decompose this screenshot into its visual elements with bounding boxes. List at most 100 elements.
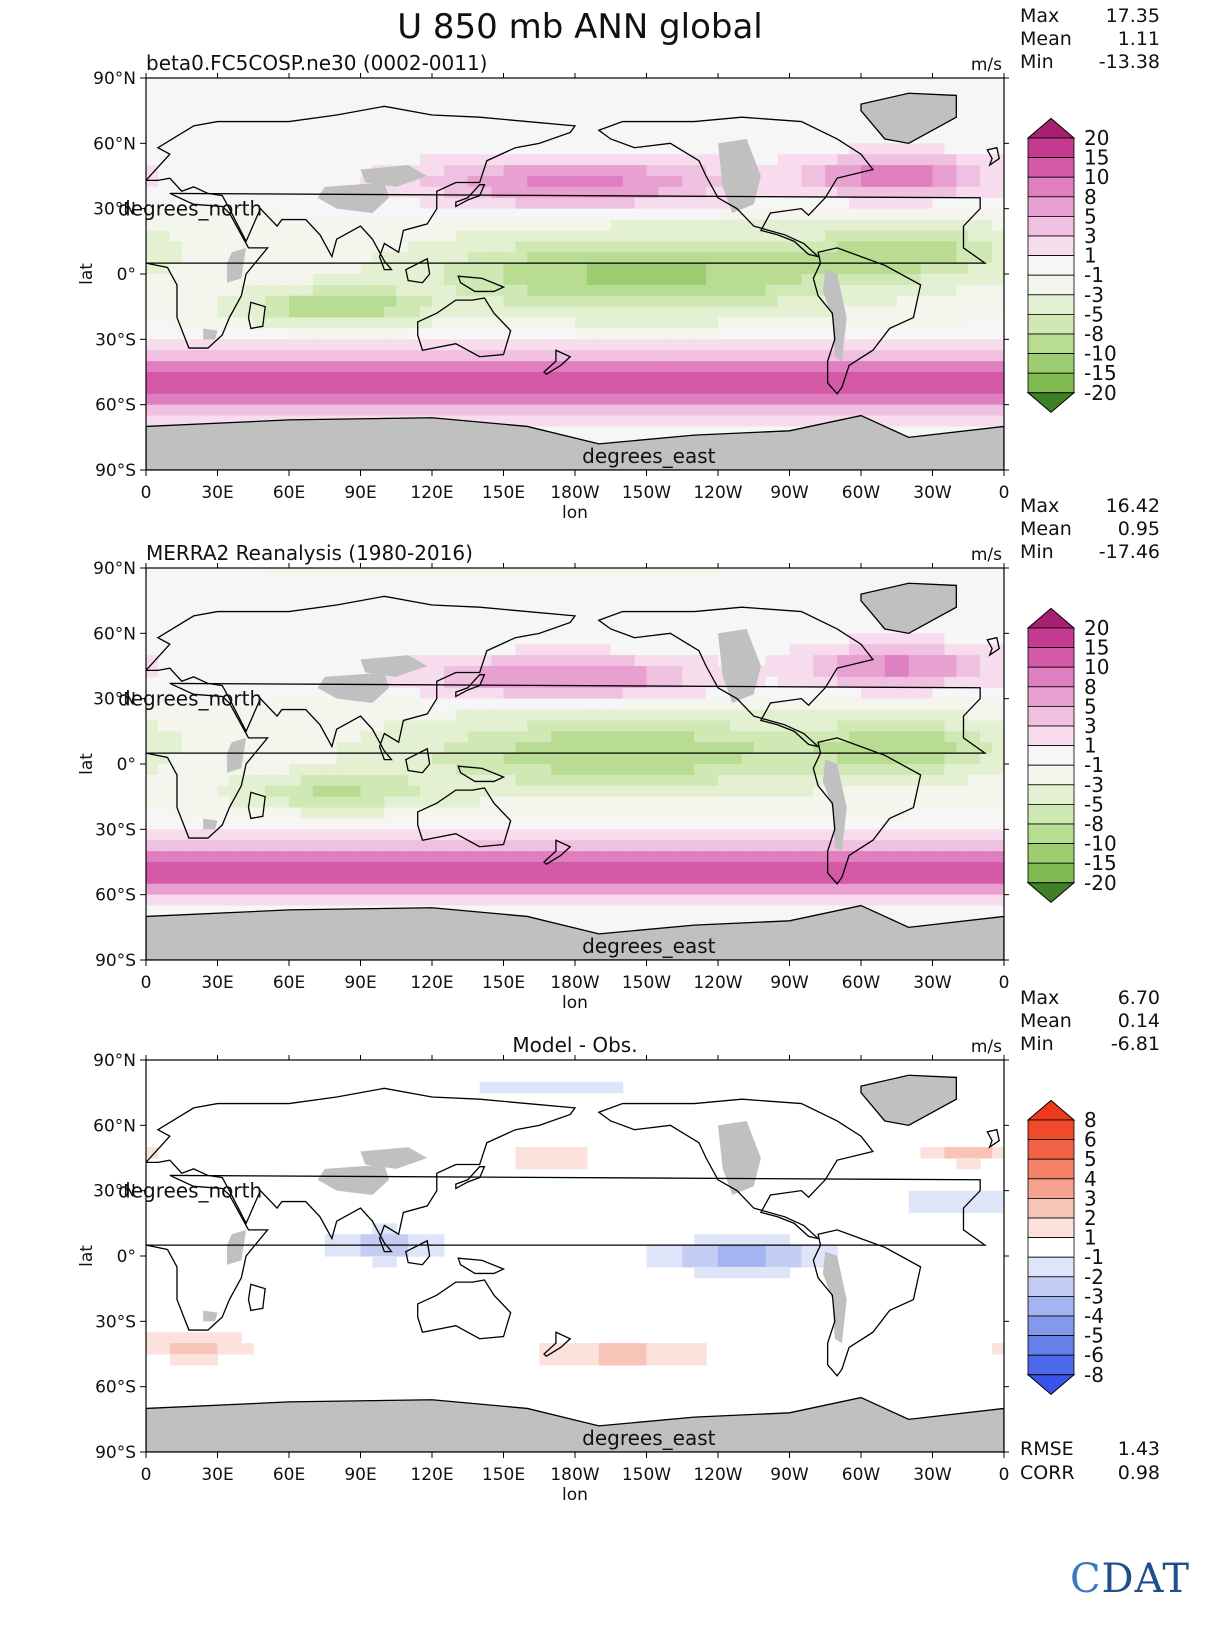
field-cell xyxy=(634,361,648,373)
field-cell xyxy=(324,350,338,362)
field-cell xyxy=(146,361,159,373)
field-cell xyxy=(372,829,385,841)
field-cell xyxy=(300,655,314,667)
field-cell xyxy=(491,328,505,340)
field-cell xyxy=(253,208,266,221)
field-cell xyxy=(992,807,1004,820)
field-cell xyxy=(265,622,278,634)
field-cell xyxy=(598,426,612,438)
field-cell xyxy=(992,611,1004,624)
field-cell xyxy=(300,676,314,689)
field-cell xyxy=(646,687,660,700)
field-cell xyxy=(503,851,517,863)
field-cell xyxy=(491,219,505,232)
field-cell xyxy=(491,284,505,297)
field-cell xyxy=(539,818,552,830)
field-cell xyxy=(253,785,266,798)
field-cell xyxy=(253,176,266,188)
field-cell xyxy=(944,78,957,90)
field-cell xyxy=(372,88,385,101)
field-cell xyxy=(610,99,624,112)
field-cell xyxy=(503,633,517,645)
field-cell xyxy=(694,851,707,863)
field-cell xyxy=(265,894,278,907)
field-cell xyxy=(157,578,171,591)
field-cell xyxy=(932,404,946,417)
field-cell xyxy=(956,208,969,221)
field-cell xyxy=(861,720,874,732)
field-cell xyxy=(908,219,922,232)
field-cell xyxy=(658,796,671,809)
field-cell xyxy=(229,110,242,123)
field-cell xyxy=(849,361,862,373)
field-cell xyxy=(932,644,946,656)
field-cell xyxy=(515,753,528,765)
field-cell xyxy=(432,742,445,754)
field-cell xyxy=(479,589,493,602)
field-cell xyxy=(527,589,540,602)
field-cell xyxy=(598,110,612,123)
field-cell xyxy=(610,872,624,885)
field-cell xyxy=(586,88,600,101)
field-cell xyxy=(312,154,326,166)
field-cell xyxy=(694,317,707,330)
field-cell xyxy=(789,851,803,863)
field-cell xyxy=(777,154,791,166)
field-cell xyxy=(467,208,481,221)
field-cell xyxy=(360,709,374,722)
field-cell xyxy=(300,241,314,253)
field-cell xyxy=(324,306,338,319)
field-cell xyxy=(586,339,600,351)
field-cell xyxy=(765,263,779,275)
field-cell xyxy=(515,644,528,656)
field-cell xyxy=(706,862,719,874)
field-cell xyxy=(289,350,302,362)
field-cell xyxy=(420,252,433,264)
field-cell xyxy=(622,143,636,155)
field-cell xyxy=(610,774,624,787)
field-cell xyxy=(741,393,755,406)
field-cell xyxy=(586,872,600,885)
field-cell xyxy=(241,764,254,776)
field-cell xyxy=(896,872,910,885)
field-cell xyxy=(718,404,731,417)
field-cell xyxy=(467,132,481,144)
field-cell xyxy=(372,274,385,286)
field-cell xyxy=(455,230,469,242)
field-cell xyxy=(968,774,981,787)
field-cell xyxy=(646,110,660,123)
field-cell xyxy=(515,263,528,275)
y-tick-label: 90°N xyxy=(93,69,136,89)
field-cell xyxy=(980,611,993,624)
field-cell xyxy=(539,589,552,602)
field-cell xyxy=(396,328,409,340)
field-cell xyxy=(706,698,719,711)
field-cell xyxy=(539,339,552,351)
field-cell xyxy=(527,230,540,242)
field-cell xyxy=(777,862,791,874)
field-cell xyxy=(968,295,981,308)
field-cell xyxy=(849,306,862,319)
field-cell xyxy=(515,829,528,841)
field-cell xyxy=(253,165,266,177)
field-cell xyxy=(491,143,505,155)
field-cell xyxy=(551,818,564,830)
field-cell xyxy=(289,872,302,885)
field-cell xyxy=(575,219,588,232)
field-cell xyxy=(753,372,767,384)
field-cell xyxy=(801,132,814,144)
field-cell xyxy=(348,829,362,841)
field-cell xyxy=(241,883,254,896)
field-cell xyxy=(932,687,946,700)
field-cell xyxy=(825,143,838,155)
field-cell xyxy=(455,622,469,634)
field-cell xyxy=(372,263,385,275)
field-cell xyxy=(277,339,290,351)
field-cell xyxy=(467,894,481,907)
field-cell xyxy=(575,709,588,722)
field-cell xyxy=(658,295,671,308)
field-cell xyxy=(992,382,1004,395)
field-cell xyxy=(205,382,219,395)
field-cell xyxy=(396,252,409,264)
field-cell xyxy=(360,154,374,166)
